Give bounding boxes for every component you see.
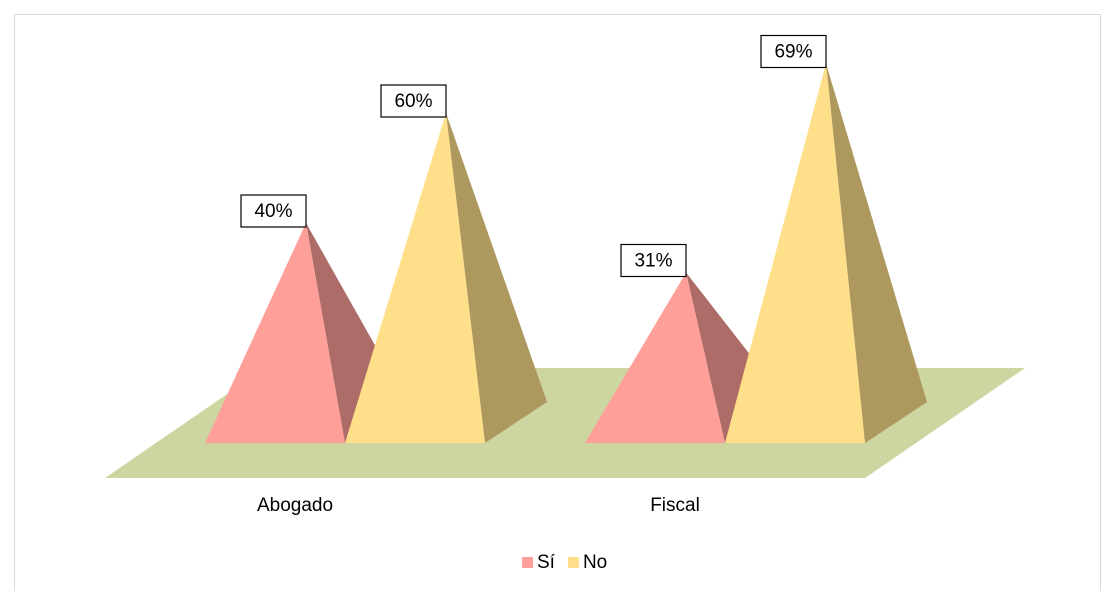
pyramid-side	[826, 63, 927, 443]
pyramid	[345, 113, 547, 443]
value-label: 31%	[634, 251, 672, 272]
pyramid	[725, 63, 927, 443]
legend-swatch	[567, 557, 579, 568]
value-label: 40%	[254, 201, 292, 222]
legend-swatch	[522, 557, 533, 568]
legend-label: Sí	[537, 552, 556, 573]
value-label: 60%	[394, 91, 432, 112]
chart-border	[14, 14, 1101, 591]
value-label-box	[620, 243, 687, 278]
value-label-box	[240, 194, 307, 228]
value-label: 69%	[774, 42, 812, 63]
value-label-box	[380, 84, 447, 118]
pyramid-front	[205, 223, 345, 443]
pyramid-front	[725, 63, 865, 443]
pyramid-side	[446, 113, 547, 443]
x-tick-label: Fiscal	[650, 495, 700, 516]
pyramid-front	[585, 272, 725, 443]
legend-label: No	[583, 552, 607, 573]
value-label-box	[760, 34, 827, 69]
pyramid-front	[345, 113, 485, 443]
x-tick-label: Abogado	[257, 495, 333, 516]
